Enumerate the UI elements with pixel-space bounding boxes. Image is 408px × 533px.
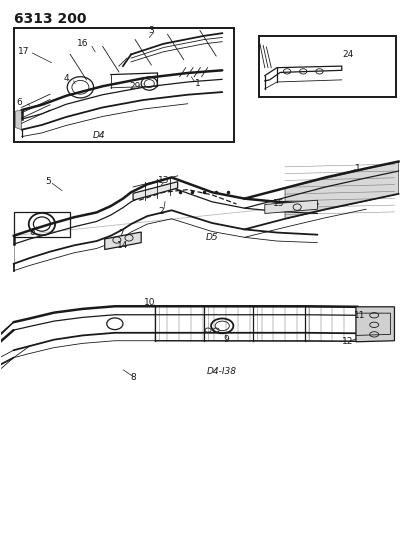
Text: 15: 15 <box>273 199 285 208</box>
Text: 9: 9 <box>224 335 229 344</box>
Text: 12: 12 <box>342 337 354 346</box>
Text: 10: 10 <box>144 297 155 306</box>
Text: 7: 7 <box>118 229 124 238</box>
Text: 16: 16 <box>77 39 88 49</box>
Polygon shape <box>265 200 317 214</box>
Text: 29: 29 <box>129 82 141 91</box>
Text: 14: 14 <box>117 241 129 250</box>
Text: 1: 1 <box>355 164 361 173</box>
Text: D5: D5 <box>206 233 218 242</box>
Bar <box>259 36 397 97</box>
Polygon shape <box>285 161 399 219</box>
Text: 8: 8 <box>130 373 136 382</box>
Text: 6313 200: 6313 200 <box>13 12 86 26</box>
Polygon shape <box>105 232 141 249</box>
Polygon shape <box>16 110 22 130</box>
Text: D4: D4 <box>92 131 105 140</box>
Text: 4: 4 <box>63 74 69 83</box>
Text: 1: 1 <box>195 79 201 88</box>
Text: 17: 17 <box>18 47 29 56</box>
Polygon shape <box>356 307 395 342</box>
Text: 6: 6 <box>17 98 22 107</box>
Text: 11: 11 <box>354 311 366 320</box>
Text: 24: 24 <box>342 50 353 59</box>
Bar <box>13 28 234 142</box>
Text: 5: 5 <box>45 177 51 186</box>
Bar <box>13 212 70 237</box>
Text: D4-I38: D4-I38 <box>207 367 237 376</box>
Text: 3: 3 <box>149 26 154 35</box>
Text: 6: 6 <box>29 228 35 237</box>
Text: 13: 13 <box>158 176 169 185</box>
Polygon shape <box>133 182 177 200</box>
Text: 2: 2 <box>159 207 164 216</box>
